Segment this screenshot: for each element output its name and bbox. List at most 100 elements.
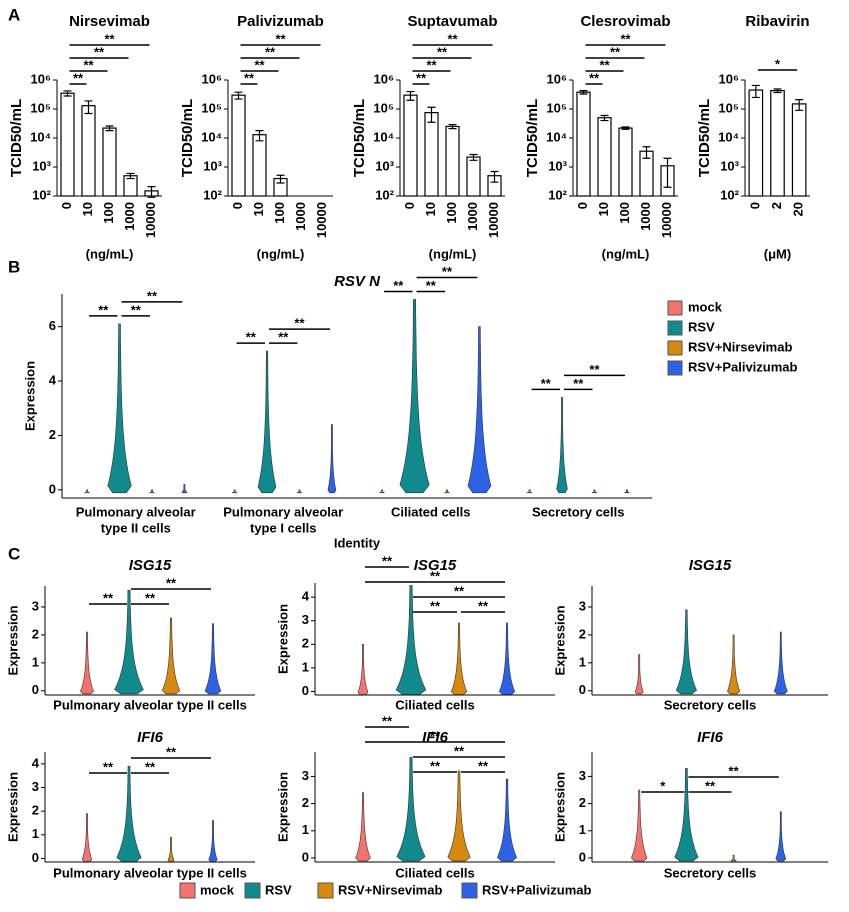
error-bar	[795, 99, 804, 111]
x-tick-label: Ciliated cells	[391, 504, 470, 519]
significance-label: **	[454, 583, 465, 598]
y-tick-label: 3	[579, 598, 586, 613]
violin	[674, 768, 699, 862]
x-tick-label: 0	[230, 202, 245, 209]
violin	[80, 631, 94, 695]
y-tick-label: 10⁶	[31, 71, 51, 86]
significance-label: **	[426, 57, 437, 72]
significance-label: **	[589, 70, 600, 85]
y-axis-label: Expression	[22, 361, 37, 431]
violin	[208, 820, 218, 862]
significance-label: **	[98, 302, 109, 317]
x-tick-label: 10000	[314, 202, 329, 238]
significance-label: **	[447, 31, 458, 46]
y-axis-label: TCID50/mL	[351, 99, 368, 177]
y-tick-label: 0	[579, 682, 586, 697]
y-axis-label: Expression	[552, 772, 567, 842]
error-bar	[642, 146, 651, 159]
x-tick-label: 0	[575, 202, 590, 209]
x-tick-label: 1000	[638, 202, 653, 231]
legend-label: RSV+Nirsevimab	[688, 339, 792, 354]
legend-swatch	[667, 320, 683, 336]
x-axis-label: (ng/mL)	[429, 246, 477, 261]
x-tick-label: 10	[596, 202, 611, 216]
violin	[181, 484, 188, 494]
bar	[252, 134, 267, 197]
bar	[445, 125, 460, 197]
violin	[467, 326, 492, 494]
violin	[727, 634, 741, 695]
violin	[327, 424, 337, 494]
violin	[447, 770, 471, 862]
y-tick-label: 0	[302, 849, 309, 864]
chart-title: Ribavirin	[745, 13, 809, 30]
x-tick-label: 0	[402, 202, 417, 209]
bar	[597, 117, 612, 197]
y-tick-label: 1	[579, 822, 586, 837]
significance-label: **	[382, 553, 393, 568]
legend-label: RSV+Palivizumab	[482, 882, 592, 897]
bar	[748, 89, 764, 197]
violin	[81, 813, 93, 862]
violin	[775, 811, 787, 862]
y-axis-label: TCID50/mL	[524, 99, 541, 177]
violin	[730, 854, 737, 862]
violin	[355, 792, 371, 862]
panel-label: C	[8, 544, 20, 563]
x-tick-label: 1000	[122, 202, 137, 231]
significance-label: **	[275, 31, 286, 46]
y-tick-label: 0	[302, 683, 309, 698]
x-tick-label: 20	[791, 202, 806, 216]
significance-label: **	[254, 57, 265, 72]
y-tick-label: 2	[302, 795, 309, 810]
violin	[624, 489, 630, 494]
y-tick-label: 10⁵	[546, 100, 567, 115]
y-tick-label: 10⁴	[30, 129, 51, 144]
legend-swatch	[179, 882, 196, 899]
y-tick-label: 3	[302, 768, 309, 783]
bar	[770, 90, 785, 197]
y-tick-label: 2	[32, 803, 39, 818]
y-tick-label: 10³	[375, 158, 394, 173]
significance-label: **	[430, 598, 441, 613]
significance-label: **	[382, 713, 393, 728]
significance-label: **	[610, 44, 621, 59]
error-bar	[234, 91, 243, 100]
bar	[102, 127, 117, 197]
bar	[231, 94, 246, 197]
error-bar	[448, 123, 457, 130]
bar	[403, 94, 418, 197]
y-tick-label: 10⁴	[546, 129, 567, 144]
y-tick-label: 10²	[203, 187, 222, 202]
y-tick-label: 10⁵	[201, 100, 222, 115]
x-tick-label: 1000	[293, 202, 308, 231]
significance-label: **	[729, 763, 740, 778]
error-bar	[406, 90, 415, 101]
y-tick-label: 10⁶	[374, 71, 394, 86]
legend-swatch	[461, 882, 478, 899]
error-bar	[126, 172, 135, 180]
violin	[107, 323, 132, 494]
y-tick-label: 4	[302, 589, 310, 604]
significance-label: **	[430, 758, 441, 773]
x-tick-label: type I cells	[250, 520, 316, 535]
legend-swatch	[667, 360, 683, 376]
y-tick-label: 1	[302, 659, 309, 674]
significance-label: **	[103, 759, 114, 774]
y-tick-label: 10⁵	[373, 100, 394, 115]
y-tick-label: 10³	[203, 158, 222, 173]
significance-label: **	[416, 70, 427, 85]
y-axis-label: Expression	[5, 605, 20, 675]
y-tick-label: 3	[32, 779, 39, 794]
bar	[81, 105, 96, 197]
x-axis-label: Pulmonary alveolar type II cells	[53, 697, 247, 712]
y-tick-label: 3	[579, 768, 586, 783]
x-tick-label: Pulmonary alveolar	[76, 504, 196, 519]
violin	[631, 789, 648, 862]
y-tick-label: 6	[49, 318, 56, 333]
violin	[675, 609, 697, 695]
bar	[60, 92, 75, 197]
bar	[576, 91, 591, 197]
violin	[379, 489, 385, 494]
x-tick-label: 1000	[465, 202, 480, 231]
